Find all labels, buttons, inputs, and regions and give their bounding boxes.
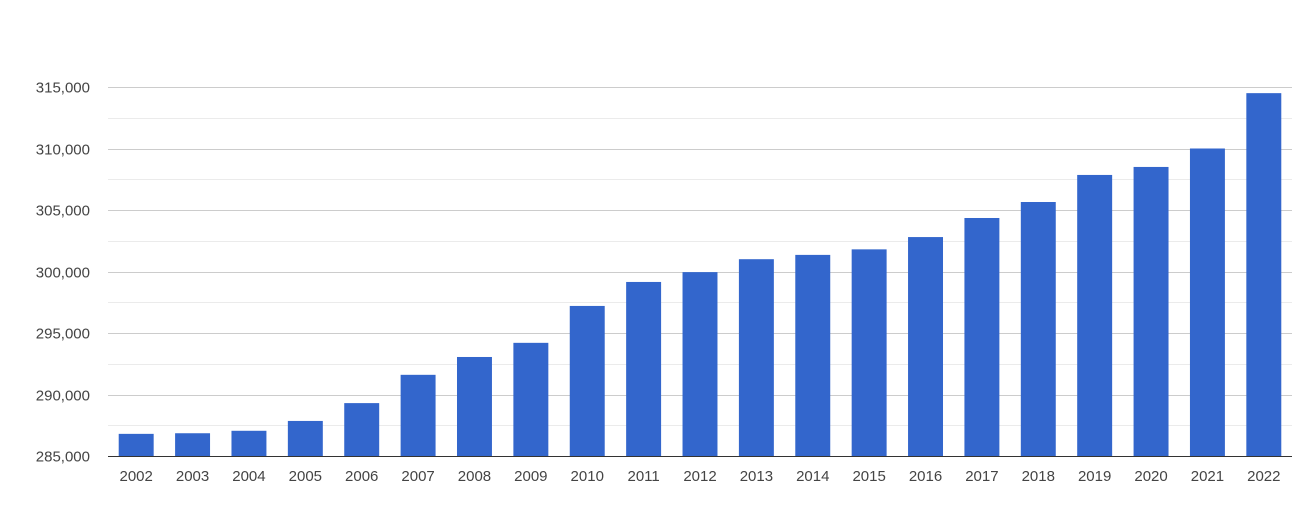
bar-2005 <box>287 420 323 456</box>
bar-2015 <box>851 249 887 456</box>
x-tick-label: 2012 <box>683 468 716 485</box>
y-tick-label: 315,000 <box>36 80 90 97</box>
bar-2021 <box>1189 148 1225 456</box>
axes: 285,000 290,000 295,000 300,000 305,000 310,0… <box>36 80 1292 485</box>
x-tick-label: 2020 <box>1134 468 1167 485</box>
bar-2022 <box>1246 93 1282 457</box>
y-tick-label: 290,000 <box>36 388 90 405</box>
y-tick-label: 310,000 <box>36 142 90 159</box>
bar-2012 <box>682 272 718 456</box>
x-tick-label: 2009 <box>514 468 547 485</box>
y-tick-label: 295,000 <box>36 326 90 343</box>
bar-2003 <box>175 433 211 456</box>
y-tick-label: 300,000 <box>36 265 90 282</box>
x-tick-label: 2003 <box>176 468 209 485</box>
x-tick-label: 2002 <box>120 468 153 485</box>
x-tick-label: 2007 <box>401 468 434 485</box>
x-tick-label: 2006 <box>345 468 378 485</box>
bar-2014 <box>795 254 831 456</box>
x-tick-label: 2015 <box>852 468 885 485</box>
x-tick-label: 2014 <box>796 468 829 485</box>
x-tick-label: 2010 <box>571 468 604 485</box>
x-tick-label: 2008 <box>458 468 491 485</box>
x-tick-label: 2022 <box>1247 468 1280 485</box>
bar-2017 <box>964 217 1000 456</box>
bar-2009 <box>513 342 549 456</box>
bar-2004 <box>231 430 267 456</box>
bar-2013 <box>738 259 774 456</box>
bar-2018 <box>1020 202 1056 456</box>
x-tick-label: 2016 <box>909 468 942 485</box>
y-tick-label: 285,000 <box>36 449 90 466</box>
bar-2020 <box>1133 166 1169 456</box>
y-tick-label: 305,000 <box>36 203 90 220</box>
x-tick-label: 2013 <box>740 468 773 485</box>
x-tick-label: 2004 <box>232 468 265 485</box>
bar-2019 <box>1077 174 1113 456</box>
x-tick-label: 2017 <box>965 468 998 485</box>
x-tick-label: 2019 <box>1078 468 1111 485</box>
x-tick-label: 2021 <box>1191 468 1224 485</box>
bar-2016 <box>908 237 944 456</box>
x-tick-label: 2011 <box>627 468 659 485</box>
bar-2010 <box>569 305 605 456</box>
bar-2011 <box>626 281 662 456</box>
x-tick-label: 2018 <box>1022 468 1055 485</box>
bar-2006 <box>344 403 380 456</box>
bar-2007 <box>400 374 436 456</box>
bar-2002 <box>118 433 154 456</box>
bar-2008 <box>456 356 492 456</box>
x-tick-label: 2005 <box>289 468 322 485</box>
bars <box>118 93 1282 457</box>
